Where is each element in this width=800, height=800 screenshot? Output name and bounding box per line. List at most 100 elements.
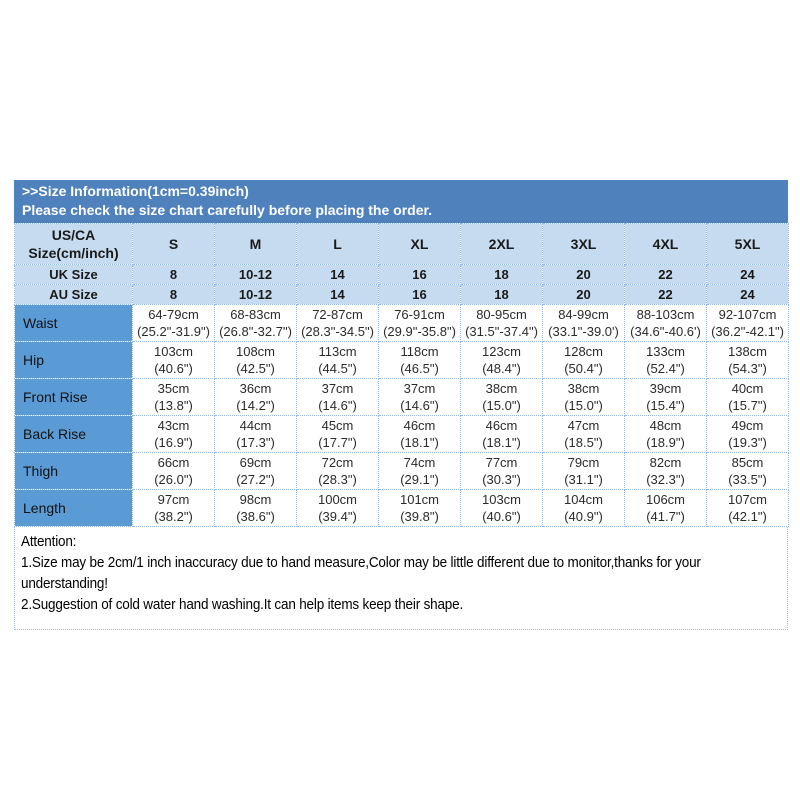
inch-value: (13.8") <box>154 398 193 413</box>
measurement-cell: 103cm (40.6") <box>460 489 543 527</box>
cm-value: 36cm <box>239 381 272 396</box>
cm-value: 46cm <box>485 418 518 433</box>
cm-value: 66cm <box>157 455 190 470</box>
measurement-cell: 39cm (15.4") <box>624 378 707 416</box>
size-col-header-4xl: 4XL <box>624 223 707 265</box>
uk-size-value: 20 <box>542 264 625 285</box>
measurement-cell: 85cm (33.5") <box>706 452 789 490</box>
row-label-thigh: Thigh <box>14 452 133 490</box>
measurement-cell: 40cm (15.7") <box>706 378 789 416</box>
inch-value: (26.0") <box>154 472 193 487</box>
inch-value: (17.7") <box>318 435 357 450</box>
cm-value: 138cm <box>727 344 768 359</box>
size-col-header-3xl: 3XL <box>542 223 625 265</box>
measurement-cell: 98cm (38.6") <box>214 489 297 527</box>
measurement-cell: 46cm (18.1") <box>460 415 543 453</box>
inch-value: (28.3"-34.5") <box>301 324 374 339</box>
measurement-cell: 97cm (38.2") <box>132 489 215 527</box>
measurement-cell: 101cm (39.8") <box>378 489 461 527</box>
inch-value: (17.3") <box>236 435 275 450</box>
inch-value: (54.3") <box>728 361 767 376</box>
measurement-cell: 108cm (42.5") <box>214 341 297 379</box>
inch-value: (39.4") <box>318 509 357 524</box>
measurement-row-hip: Hip 103cm (40.6") 108cm (42.5") 113cm (44.5… <box>14 341 789 379</box>
inch-value: (27.2") <box>236 472 275 487</box>
inch-value: (26.8"-32.7") <box>219 324 292 339</box>
cm-value: 92-107cm <box>718 307 777 322</box>
cm-value: 40cm <box>731 381 764 396</box>
uk-size-value: 8 <box>132 264 215 285</box>
cm-value: 74cm <box>403 455 436 470</box>
inch-value: (38.6") <box>236 509 275 524</box>
measurement-cell: 64-79cm (25.2"-31.9") <box>132 304 215 342</box>
cm-value: 79cm <box>567 455 600 470</box>
uk-size-value: 10-12 <box>214 264 297 285</box>
measurement-row-length: Length 97cm (38.2") 98cm (38.6") 100cm (39.… <box>14 489 789 527</box>
measurement-cell: 92-107cm (36.2"-42.1") <box>706 304 789 342</box>
measurement-cell: 76-91cm (29.9"-35.8") <box>378 304 461 342</box>
inch-value: (48.4") <box>482 361 521 376</box>
attention-title: Attention: <box>21 533 77 550</box>
measurement-cell: 77cm (30.3") <box>460 452 543 490</box>
attention-line-1: 1.Size may be 2cm/1 inch inaccuracy due … <box>21 554 701 571</box>
uk-size-value: 22 <box>624 264 707 285</box>
measurement-cell: 118cm (46.5") <box>378 341 461 379</box>
size-col-header-xl: XL <box>378 223 461 265</box>
uk-size-value: 18 <box>460 264 543 285</box>
row-label-hip: Hip <box>14 341 133 379</box>
measurement-cell: 66cm (26.0") <box>132 452 215 490</box>
inch-value: (14.6") <box>318 398 357 413</box>
attention-line-2: understanding! <box>21 575 108 592</box>
inch-value: (38.2") <box>154 509 193 524</box>
au-size-value: 16 <box>378 284 461 305</box>
row-label-back-rise: Back Rise <box>14 415 133 453</box>
banner-title: >>Size Information(1cm=0.39inch) <box>22 183 249 199</box>
au-size-value: 24 <box>706 284 789 305</box>
measurement-cell: 133cm (52.4") <box>624 341 707 379</box>
row-label-length: Length <box>14 489 133 527</box>
cm-value: 38cm <box>485 381 518 396</box>
inch-value: (18.5") <box>564 435 603 450</box>
measurement-cell: 37cm (14.6") <box>296 378 379 416</box>
cm-value: 104cm <box>563 492 604 507</box>
inch-value: (15.0") <box>564 398 603 413</box>
measurement-cell: 107cm (42.1") <box>706 489 789 527</box>
cm-value: 80-95cm <box>476 307 527 322</box>
cm-value: 128cm <box>563 344 604 359</box>
cm-value: 68-83cm <box>230 307 281 322</box>
row-label-front-rise: Front Rise <box>14 378 133 416</box>
measurement-cell: 44cm (17.3") <box>214 415 297 453</box>
attention-box: Attention: 1.Size may be 2cm/1 inch inac… <box>14 527 788 630</box>
inch-value: (44.5") <box>318 361 357 376</box>
uk-size-row-label: UK Size <box>14 264 133 285</box>
measurement-cell: 138cm (54.3") <box>706 341 789 379</box>
cm-value: 39cm <box>649 381 682 396</box>
inch-value: (40.6") <box>154 361 193 376</box>
measurement-cell: 38cm (15.0") <box>542 378 625 416</box>
measurement-cell: 82cm (32.3") <box>624 452 707 490</box>
au-size-row: AU Size 8 10-12 14 16 18 20 22 24 <box>14 284 789 305</box>
corner-header: US/CA Size(cm/inch) <box>14 223 133 265</box>
measurement-cell: 113cm (44.5") <box>296 341 379 379</box>
size-col-header-5xl: 5XL <box>706 223 789 265</box>
cm-value: 49cm <box>731 418 764 433</box>
cm-value: 37cm <box>321 381 354 396</box>
inch-value: (29.1") <box>400 472 439 487</box>
measurement-cell: 106cm (41.7") <box>624 489 707 527</box>
measurement-cell: 38cm (15.0") <box>460 378 543 416</box>
cm-value: 108cm <box>235 344 276 359</box>
inch-value: (18.1") <box>400 435 439 450</box>
cm-value: 76-91cm <box>394 307 445 322</box>
uk-size-value: 16 <box>378 264 461 285</box>
cm-value: 46cm <box>403 418 436 433</box>
inch-value: (31.5"-37.4") <box>465 324 538 339</box>
au-size-value: 22 <box>624 284 707 305</box>
measurement-cell: 103cm (40.6") <box>132 341 215 379</box>
measurement-cell: 43cm (16.9") <box>132 415 215 453</box>
measurement-cell: 72-87cm (28.3"-34.5") <box>296 304 379 342</box>
inch-value: (18.1") <box>482 435 521 450</box>
measurement-cell: 36cm (14.2") <box>214 378 297 416</box>
au-size-value: 20 <box>542 284 625 305</box>
measurement-cell: 45cm (17.7") <box>296 415 379 453</box>
cm-value: 123cm <box>481 344 522 359</box>
